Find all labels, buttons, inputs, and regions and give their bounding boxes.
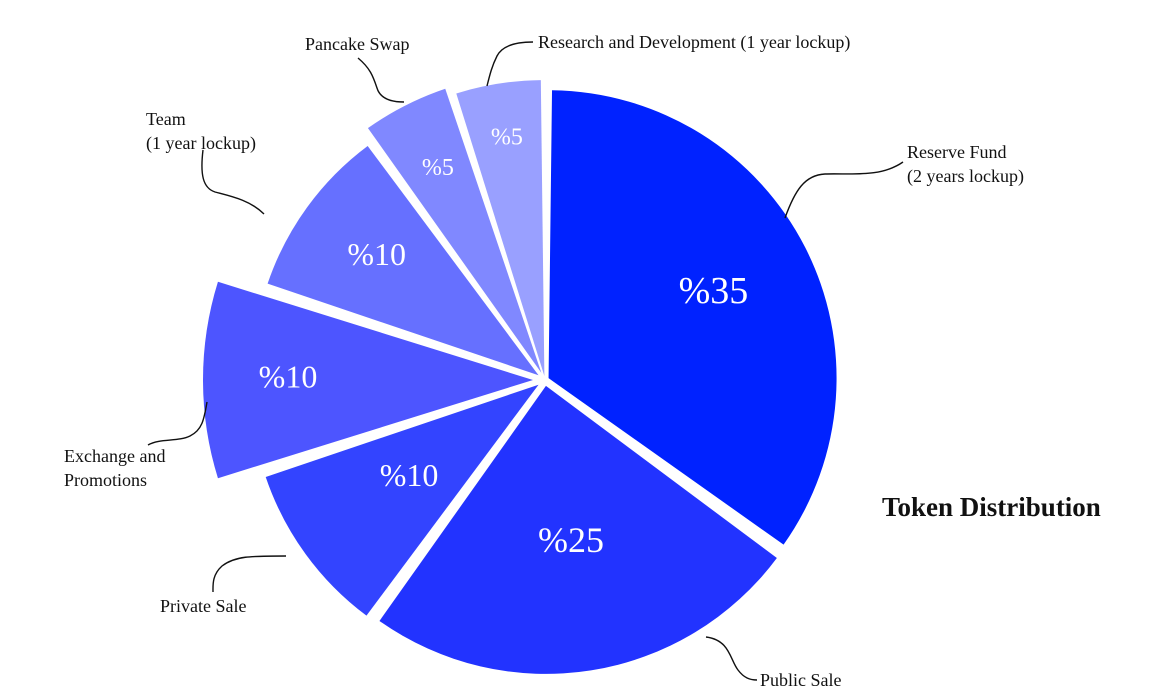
leader-line [201,149,265,215]
pie-slice [202,281,533,479]
slice-category-label: Pancake Swap [305,34,409,54]
pie-slice [367,88,542,373]
pie-slice [379,385,777,674]
leader-line [705,636,758,681]
slice-percent-label: %5 [422,155,454,181]
leader-line [147,401,208,446]
chart-title: Token Distribution [882,492,1101,522]
slice-percent-label: %10 [259,358,318,394]
slice-category-label: Private Sale [160,596,246,616]
leader-line [357,57,405,103]
slice-percent-label: %35 [679,270,749,312]
leader-line [486,41,534,87]
pie-slice [265,384,539,616]
slice-percent-label: %10 [380,457,439,493]
slice-category-label: Exchange and Promotions [64,446,165,490]
slice-category-label: Public Sale [760,670,842,690]
pie-slice [267,145,539,376]
leader-line [784,161,904,219]
leader-line [212,555,287,593]
percent-labels: %35 %25 %10 %10 %10 %5 %5 [259,125,749,561]
slice-labels: Reserve Fund (2 years lockup) Public Sale P… [64,32,1024,690]
slice-category-label: Team (1 year lockup) [146,109,256,154]
leader-lines [147,41,904,681]
slice-category-label: Research and Development (1 year lockup) [538,32,850,53]
pie-slice [548,90,837,545]
pie-slices [202,80,837,674]
slice-percent-label: %5 [491,125,523,151]
slice-percent-label: %10 [347,236,406,272]
slice-category-label: Reserve Fund (2 years lockup) [907,142,1024,187]
slice-percent-label: %25 [538,520,604,560]
pie-slice [456,80,545,377]
